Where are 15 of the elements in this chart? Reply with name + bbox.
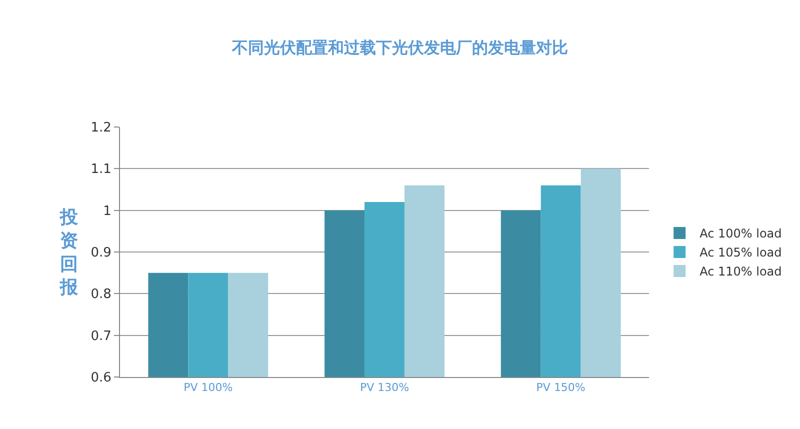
y-tick-label: 1 [103, 204, 112, 219]
x-tick-label: PV 150% [536, 381, 586, 394]
legend-label: Ac 100% load [700, 226, 782, 241]
x-tick-label: PV 130% [360, 381, 410, 394]
legend-label: Ac 110% load [700, 264, 782, 279]
chart-title: 不同光伏配置和过载下光伏发电厂的发电量对比 [231, 38, 568, 57]
y-tick-label: 0.9 [90, 246, 112, 261]
x-tick-label: PV 100% [184, 381, 233, 394]
y-axis-title: 投资回报 [59, 207, 79, 298]
y-tick-label: 1.1 [90, 162, 112, 178]
y-tick-label: 0.7 [90, 328, 112, 344]
y-tick-label: 0.8 [90, 287, 112, 302]
legend-label: Ac 105% load [700, 246, 782, 260]
y-tick-label: 0.6 [90, 370, 112, 386]
y-tick-label: 1.2 [90, 120, 112, 136]
